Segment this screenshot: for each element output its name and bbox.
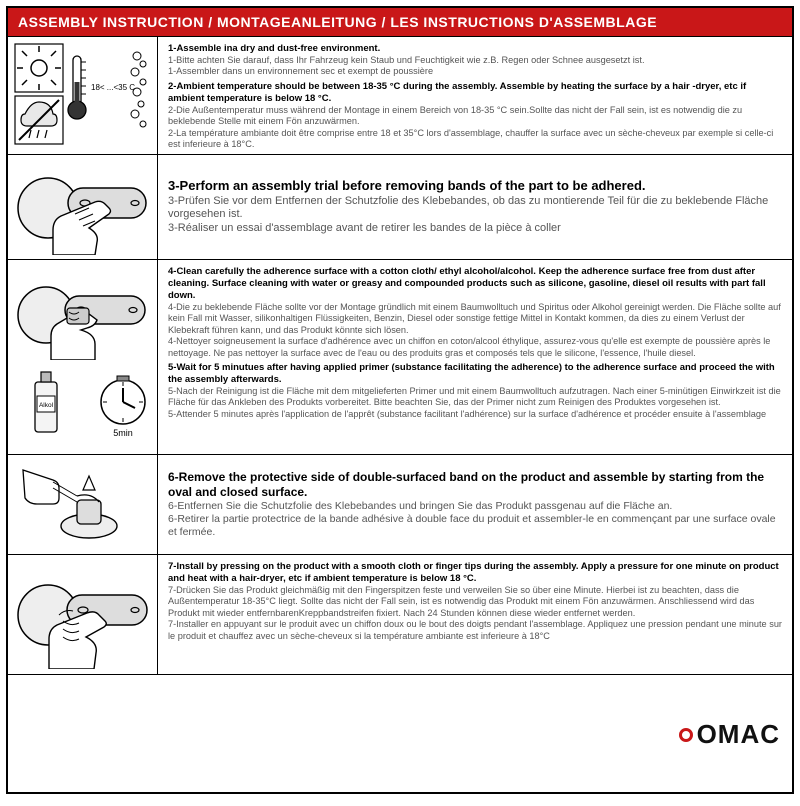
logo-row: OMAC xyxy=(8,674,792,792)
icon-peel xyxy=(8,455,158,554)
step2-de: 2-Die Außentemperatur muss während der M… xyxy=(168,105,782,128)
step4-fr: 4-Nettoyer soigneusement la surface d'ad… xyxy=(168,336,782,359)
bottle-label: Alkol xyxy=(38,402,53,409)
timer-label: 5min xyxy=(113,428,133,438)
step3-bold: 3-Perform an assembly trial before remov… xyxy=(168,178,782,194)
step2-fr: 2-La température ambiante doit être comp… xyxy=(168,128,782,151)
step1-de: 1-Bitte achten Sie darauf, dass Ihr Fahr… xyxy=(168,55,782,67)
text-4-5: 4-Clean carefully the adherence surface … xyxy=(158,260,792,454)
instruction-sheet: ASSEMBLY INSTRUCTION / MONTAGEANLEITUNG … xyxy=(6,6,794,794)
step2-bold: 2-Ambient temperature should be between … xyxy=(168,81,782,105)
title-bar: ASSEMBLY INSTRUCTION / MONTAGEANLEITUNG … xyxy=(8,8,792,36)
row-4: 6-Remove the protective side of double-s… xyxy=(8,454,792,554)
step6-de: 6-Entfernen Sie die Schutzfolie des Kleb… xyxy=(168,500,782,513)
row-1: 18< ...<35 C 1-Assemble ina dry and dust… xyxy=(8,36,792,154)
row-3: Alkol 5min 4-Clean carefully the adheren… xyxy=(8,259,792,454)
text-6: 6-Remove the protective side of double-s… xyxy=(158,455,792,554)
brand-logo: OMAC xyxy=(679,719,780,750)
row-2: 3-Perform an assembly trial before remov… xyxy=(8,154,792,259)
step5-bold: 5-Wait for 5 minutues after having appli… xyxy=(168,362,782,386)
text-7: 7-Install by pressing on the product wit… xyxy=(158,555,792,674)
step7-fr: 7-Installer en appuyant sur le produit a… xyxy=(168,619,782,642)
icon-press xyxy=(8,555,158,674)
step5-de: 5-Nach der Reinigung ist die Fläche mit … xyxy=(168,386,782,409)
step3-de: 3-Prüfen Sie vor dem Entfernen der Schut… xyxy=(168,195,782,223)
text-1-2: 1-Assemble ina dry and dust-free environ… xyxy=(158,37,792,154)
step1-fr: 1-Assembler dans un environnement sec et… xyxy=(168,66,782,78)
step7-bold: 7-Install by pressing on the product wit… xyxy=(168,561,782,585)
step4-de: 4-Die zu beklebende Fläche sollte vor de… xyxy=(168,302,782,337)
step5-fr: 5-Attender 5 minutes après l'application… xyxy=(168,409,782,421)
text-3: 3-Perform an assembly trial before remov… xyxy=(158,155,792,259)
step6-bold: 6-Remove the protective side of double-s… xyxy=(168,470,782,500)
step6-fr: 6-Retirer la partie protectrice de la ba… xyxy=(168,513,782,539)
logo-ring-icon xyxy=(679,728,693,742)
step7-de: 7-Drücken Sie das Produkt gleichmäßig mi… xyxy=(168,585,782,620)
icon-clean-primer: Alkol 5min xyxy=(8,260,158,454)
logo-text: OMAC xyxy=(697,719,780,750)
step1-bold: 1-Assemble ina dry and dust-free environ… xyxy=(168,43,782,55)
row-5: 7-Install by pressing on the product wit… xyxy=(8,554,792,674)
step4-bold: 4-Clean carefully the adherence surface … xyxy=(168,266,782,302)
step3-fr: 3-Réaliser un essai d'assemblage avant d… xyxy=(168,222,782,236)
icon-trial xyxy=(8,155,158,259)
icon-temperature: 18< ...<35 C xyxy=(8,37,158,154)
temp-range-label: 18< ...<35 C xyxy=(91,83,135,92)
